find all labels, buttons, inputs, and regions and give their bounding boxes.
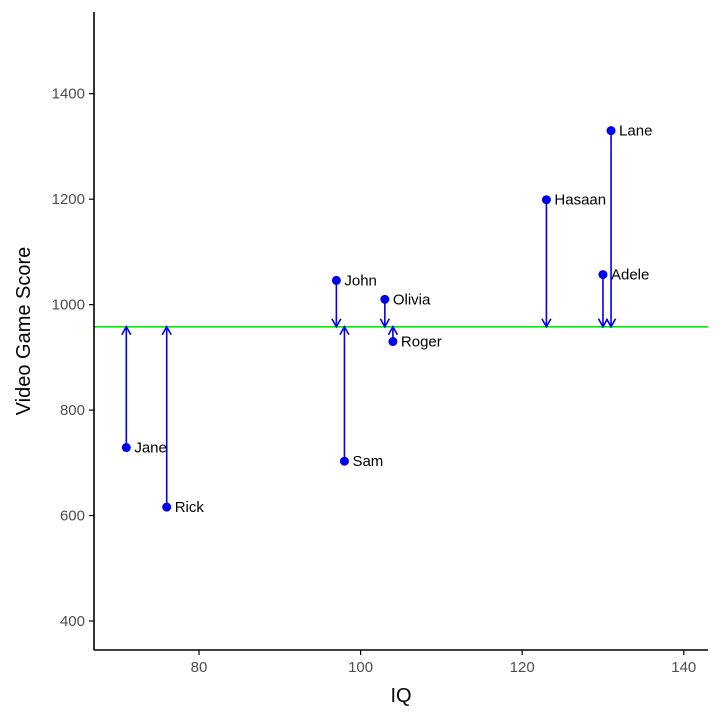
data-point-jane [121,443,131,453]
arrowhead-jane [121,325,132,336]
point-label-adele: Adele [611,267,649,284]
arrowhead-hasaan [541,318,552,329]
data-point-lane [606,126,616,136]
data-point-john [331,275,341,285]
arrowhead-adele [597,318,609,329]
y-tick-label: 1400 [52,86,85,103]
arrowhead-sam [339,325,350,336]
x-tick-label: 80 [191,659,208,676]
x-tick-label: 120 [510,659,535,676]
y-tick-label: 400 [60,613,85,630]
point-label-jane: Jane [134,440,167,457]
data-point-rick [162,502,172,512]
data-point-hasaan [541,195,551,205]
arrowhead-john [331,318,342,329]
y-axis-title: Video Game Score [13,247,35,416]
data-point-roger [388,337,398,347]
y-tick-label: 600 [60,508,85,525]
data-point-sam [339,456,349,466]
y-tick-label: 800 [60,402,85,419]
arrowhead-lane [605,318,617,329]
point-label-sam: Sam [352,453,383,470]
arrowhead-roger [387,325,399,336]
arrowhead-olivia [379,318,391,329]
y-tick-label: 1200 [52,191,85,208]
data-point-olivia [380,294,390,304]
point-label-rick: Rick [175,499,205,516]
x-axis-title: IQ [390,685,411,707]
x-tick-label: 100 [348,659,373,676]
data-point-adele [598,270,608,280]
point-label-john: John [344,272,377,289]
point-label-hasaan: Hasaan [554,192,606,209]
arrowhead-rick [161,325,172,336]
point-label-lane: Lane [619,123,652,140]
point-label-roger: Roger [401,334,442,351]
point-label-olivia: Olivia [393,291,431,308]
x-tick-label: 140 [671,659,696,676]
y-tick-label: 1000 [52,297,85,314]
